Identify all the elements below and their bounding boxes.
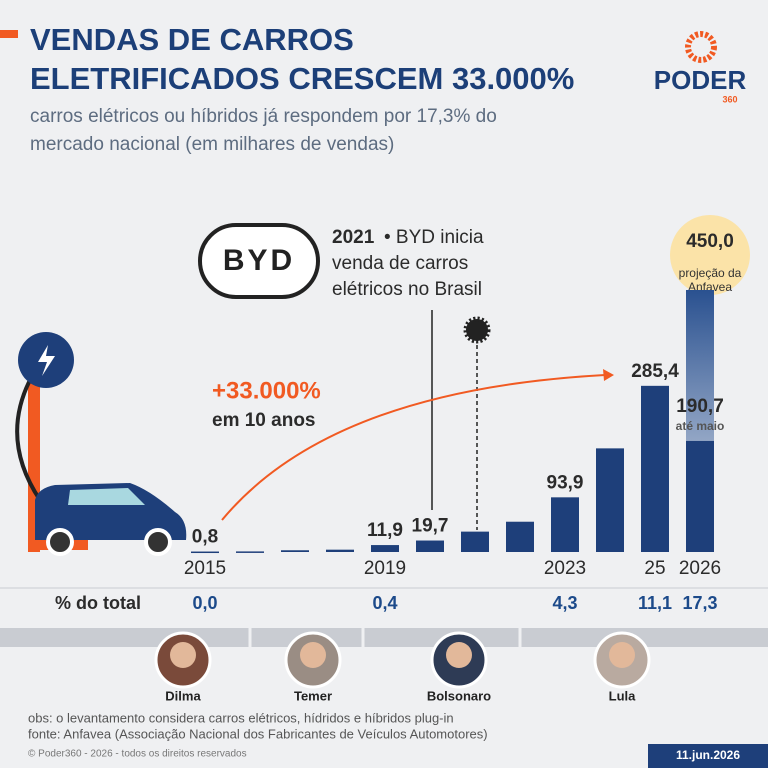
value-label: 285,4	[631, 361, 679, 382]
x-tick-label: 25	[644, 558, 665, 579]
president-name: Temer	[294, 688, 332, 703]
value-label: 11,9	[367, 520, 403, 541]
x-tick-label: 2015	[184, 558, 226, 579]
share-value: 11,1	[638, 593, 672, 613]
bar	[686, 440, 714, 552]
logo-text: PODER	[654, 65, 747, 95]
annotation: • BYD inicia	[384, 227, 484, 248]
subtitle: carros elétricos ou híbridos já responde…	[30, 106, 497, 127]
partial-note: até maio	[676, 419, 725, 433]
bar	[461, 531, 489, 552]
president-name: Dilma	[165, 688, 201, 703]
value-label: 19,7	[412, 516, 449, 537]
president-dividers	[248, 628, 522, 647]
annotation: 2021	[332, 227, 375, 248]
value-label: 450,0	[686, 231, 734, 252]
date: 11.jun.2026	[676, 748, 740, 762]
value-label: 0,8	[192, 527, 218, 548]
accent	[0, 30, 18, 38]
x-tick-label: 2026	[679, 558, 721, 579]
projection-badge: projeção da Anfavea 450,0	[670, 215, 750, 295]
car-illustration	[15, 332, 187, 556]
bar	[506, 521, 534, 552]
title: ELETRIFICADOS CRESCEM 33.000%	[30, 61, 574, 96]
arrow-head	[603, 369, 614, 381]
share-value: 0,0	[192, 593, 217, 613]
logo: PODER 360	[654, 31, 747, 104]
title: VENDAS DE CARROS	[30, 22, 354, 57]
bar	[281, 550, 309, 552]
date-box	[648, 744, 768, 768]
growth-sub: em 10 anos	[212, 410, 316, 431]
share-value: 17,3	[682, 593, 717, 613]
bar	[641, 385, 669, 552]
value-label: 93,9	[547, 472, 584, 493]
annotation: venda de carros	[332, 253, 468, 274]
photo-face	[446, 642, 472, 668]
byd-logo: BYD	[223, 244, 295, 277]
byd-annotation: BYD 2021 • BYD inicia venda de carros el…	[198, 223, 491, 530]
subtitle: mercado nacional (em milhares de vendas)	[30, 134, 394, 155]
growth-arrow	[221, 374, 606, 521]
photo-face	[170, 642, 196, 668]
bar	[326, 549, 354, 552]
bar	[371, 545, 399, 552]
period-strip	[0, 628, 768, 647]
share-label: % do total	[55, 593, 141, 613]
logo-sub: 360	[722, 94, 737, 104]
growth-label: +33.000%	[212, 377, 321, 404]
value-label: 190,7	[676, 396, 724, 417]
president-name: Lula	[609, 688, 636, 703]
source: fonte: Anfavea (Associação Nacional dos …	[28, 726, 488, 741]
president-name: Bolsonaro	[427, 688, 491, 703]
bar	[551, 497, 579, 552]
copyright: © Poder360 - 2026 - todos os direitos re…	[28, 749, 247, 760]
x-tick-label: 2019	[364, 558, 406, 579]
photo-face	[300, 642, 326, 668]
share-value: 4,3	[552, 593, 577, 613]
projection-note: projeção da	[679, 266, 742, 280]
annotation: elétricos no Brasil	[332, 279, 482, 300]
photo-face	[609, 642, 635, 668]
note: obs: o levantamento considera carros elé…	[28, 710, 454, 725]
bar	[596, 448, 624, 552]
bar	[236, 551, 264, 553]
x-tick-label: 2023	[544, 558, 586, 579]
bar	[191, 551, 219, 554]
share-value: 0,4	[372, 593, 397, 613]
bar	[416, 540, 444, 552]
